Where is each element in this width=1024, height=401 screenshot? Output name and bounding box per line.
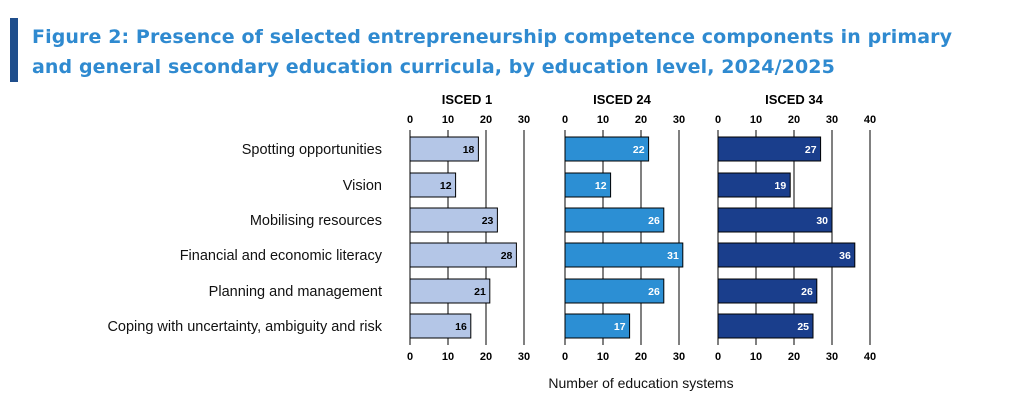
title-accent-bar (10, 18, 18, 82)
data-label-2-2: 30 (816, 215, 828, 227)
category-label-3: Financial and economic literacy (180, 248, 383, 264)
data-label-2-1: 19 (775, 180, 787, 192)
bottom-tick-label-1-1: 10 (597, 351, 609, 363)
top-tick-label-2-3: 30 (826, 114, 838, 126)
bottom-tick-label-1-3: 30 (673, 351, 685, 363)
bottom-tick-label-1-0: 0 (562, 351, 568, 363)
bar-1-1 (564, 172, 612, 198)
bar-1-5 (564, 313, 631, 339)
data-label-1-2: 26 (648, 215, 660, 227)
category-label-0: Spotting opportunities (242, 142, 382, 158)
bottom-tick-label-0-3: 30 (518, 351, 530, 363)
top-tick-label-2-4: 40 (864, 114, 876, 126)
bottom-tick-label-2-1: 10 (750, 351, 762, 363)
bottom-tick-label-0-2: 20 (480, 351, 492, 363)
data-label-1-3: 31 (667, 250, 679, 262)
bottom-tick-label-2-2: 20 (788, 351, 800, 363)
figure-title: Figure 2: Presence of selected entrepren… (32, 26, 953, 78)
panel-title-1: ISCED 24 (593, 92, 652, 107)
bar-2-1 (717, 172, 791, 198)
data-label-2-3: 36 (839, 250, 851, 262)
bottom-tick-label-0-0: 0 (407, 351, 413, 363)
bar-1-0 (564, 136, 650, 162)
top-tick-label-0-3: 30 (518, 114, 530, 126)
bottom-tick-label-2-4: 40 (864, 351, 876, 363)
bottom-tick-label-2-3: 30 (826, 351, 838, 363)
bar-2-2 (717, 207, 833, 233)
category-label-1: Vision (343, 178, 382, 194)
data-label-2-0: 27 (805, 144, 817, 156)
data-label-0-1: 12 (440, 180, 452, 192)
bar-1-4 (564, 278, 665, 304)
bottom-tick-label-2-0: 0 (715, 351, 721, 363)
bar-1-2 (564, 207, 665, 233)
bar-0-5 (409, 313, 472, 339)
bar-0-0 (409, 136, 479, 162)
top-tick-label-1-0: 0 (562, 114, 568, 126)
bar-2-3 (717, 242, 856, 268)
bottom-tick-label-1-2: 20 (635, 351, 647, 363)
top-tick-label-2-1: 10 (750, 114, 762, 126)
bar-0-3 (409, 242, 517, 268)
panel-title-2: ISCED 34 (765, 92, 824, 107)
bar-2-4 (717, 278, 818, 304)
bottom-tick-label-0-1: 10 (442, 351, 454, 363)
category-label-2: Mobilising resources (250, 213, 382, 229)
bar-0-4 (409, 278, 491, 304)
bar-0-2 (409, 207, 498, 233)
data-label-1-1: 12 (595, 180, 607, 192)
top-tick-label-0-0: 0 (407, 114, 413, 126)
data-label-1-0: 22 (633, 144, 645, 156)
data-label-1-5: 17 (614, 321, 626, 333)
panel-title-0: ISCED 1 (442, 92, 493, 107)
category-label-5: Coping with uncertainty, ambiguity and r… (107, 319, 382, 335)
data-label-0-5: 16 (455, 321, 467, 333)
bar-1-3 (564, 242, 684, 268)
top-tick-label-0-2: 20 (480, 114, 492, 126)
data-label-0-3: 28 (501, 250, 513, 262)
data-label-0-4: 21 (474, 286, 486, 298)
bar-2-0 (717, 136, 822, 162)
data-label-1-4: 26 (648, 286, 660, 298)
top-tick-label-0-1: 10 (442, 114, 454, 126)
top-tick-label-2-0: 0 (715, 114, 721, 126)
category-label-4: Planning and management (209, 284, 382, 300)
data-label-2-4: 26 (801, 286, 813, 298)
top-tick-label-2-2: 20 (788, 114, 800, 126)
bar-2-5 (717, 313, 814, 339)
data-label-0-0: 18 (463, 144, 475, 156)
bar-0-1 (409, 172, 457, 198)
top-tick-label-1-2: 20 (635, 114, 647, 126)
x-axis-label: Number of education systems (548, 375, 733, 391)
top-tick-label-1-3: 30 (673, 114, 685, 126)
data-label-0-2: 23 (482, 215, 494, 227)
data-label-2-5: 25 (797, 321, 809, 333)
top-tick-label-1-1: 10 (597, 114, 609, 126)
